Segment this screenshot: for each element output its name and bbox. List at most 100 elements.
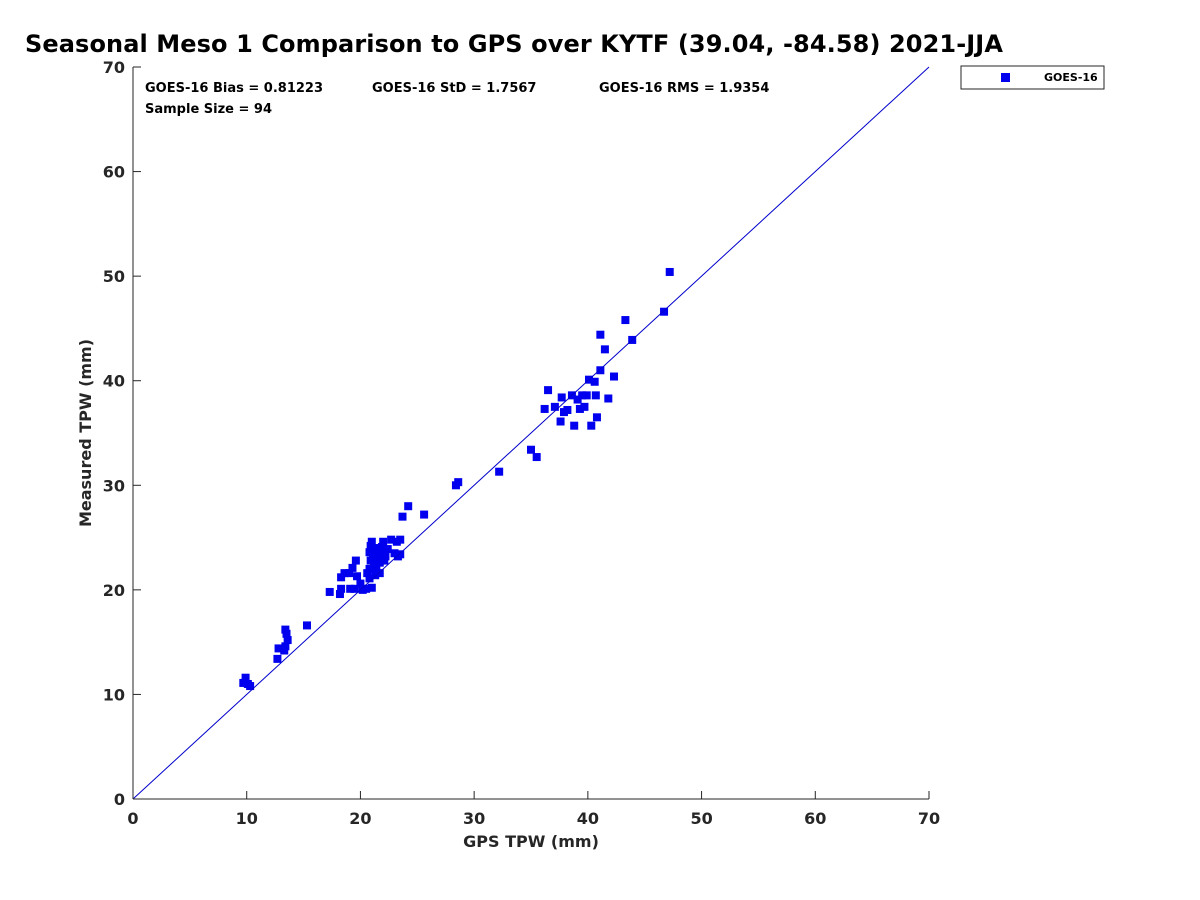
data-point-goes-16	[556, 417, 565, 426]
y-axis-ticks: 0 10 20 30 40 50 60 70	[103, 58, 141, 809]
data-point-goes-16	[575, 404, 584, 413]
data-point-goes-16	[596, 330, 605, 339]
legend-box	[960, 65, 1105, 90]
data-point-goes-16	[353, 572, 362, 581]
y-tick-label: 10	[103, 685, 125, 704]
data-point-goes-16	[587, 421, 596, 430]
data-point-goes-16	[281, 642, 290, 651]
data-point-goes-16	[540, 404, 549, 413]
x-axis-label: GPS TPW (mm)	[463, 832, 599, 851]
data-point-goes-16	[495, 467, 504, 476]
data-point-goes-16	[383, 545, 392, 554]
data-point-goes-16	[379, 537, 388, 546]
data-point-goes-16	[280, 646, 289, 655]
data-point-goes-16	[282, 629, 291, 638]
y-tick-label: 60	[103, 163, 125, 182]
data-point-goes-16	[604, 394, 613, 403]
data-point-goes-16	[239, 678, 248, 687]
data-point-goes-16	[590, 377, 599, 386]
one-to-one-line	[132, 66, 930, 800]
data-point-goes-16	[281, 625, 290, 634]
data-point-goes-16	[396, 550, 405, 559]
data-point-goes-16	[241, 673, 250, 682]
data-point-goes-16	[665, 267, 674, 276]
data-point-goes-16	[532, 453, 541, 462]
data-point-goes-16	[570, 421, 579, 430]
data-point-goes-16	[610, 372, 619, 381]
data-point-goes-16	[398, 512, 407, 521]
data-point-goes-16	[454, 478, 463, 487]
chart-title: Seasonal Meso 1 Comparison to GPS over K…	[25, 30, 1003, 58]
data-point-goes-16	[335, 590, 344, 599]
data-point-goes-16	[544, 386, 553, 395]
data-point-goes-16	[375, 558, 384, 567]
x-tick-label: 50	[690, 809, 712, 828]
data-point-goes-16	[274, 644, 283, 653]
y-tick-label: 30	[103, 476, 125, 495]
stat-bias: GOES-16 Bias = 0.81223	[145, 81, 323, 96]
x-tick-label: 30	[463, 809, 485, 828]
stat-std: GOES-16 StD = 1.7567	[372, 81, 536, 96]
data-point-goes-16	[345, 569, 354, 578]
y-tick-label: 70	[103, 58, 125, 77]
data-point-goes-16	[592, 413, 601, 422]
data-point-goes-16	[580, 402, 589, 411]
data-point-goes-16	[621, 316, 630, 325]
y-tick-label: 50	[103, 267, 125, 286]
data-point-goes-16	[527, 445, 535, 454]
stat-sample-size: Sample Size = 94	[145, 102, 272, 117]
axes	[132, 67, 929, 800]
data-point-goes-16	[380, 556, 389, 565]
data-point-goes-16	[387, 535, 396, 544]
legend: GOES-16	[960, 65, 1105, 90]
stat-rms: GOES-16 RMS = 1.9354	[599, 81, 769, 96]
data-point-goes-16	[372, 564, 381, 573]
data-point-goes-16	[366, 541, 375, 550]
x-tick-label: 70	[918, 809, 940, 828]
data-point-goes-16	[246, 682, 255, 691]
legend-label-goes16: GOES-16	[1044, 71, 1098, 84]
data-point-goes-16	[379, 548, 388, 557]
y-tick-label: 0	[114, 790, 125, 809]
data-point-goes-16	[573, 395, 582, 404]
data-point-goes-16	[356, 579, 365, 588]
x-tick-label: 10	[236, 809, 258, 828]
data-point-goes-16	[273, 654, 282, 663]
data-point-goes-16	[368, 553, 377, 562]
data-point-goes-16	[371, 571, 380, 580]
data-point-goes-16	[591, 391, 600, 400]
data-point-goes-16	[563, 405, 572, 414]
data-point-goes-16	[348, 563, 357, 572]
data-point-goes-16	[550, 402, 559, 411]
y-axis-label: Measured TPW (mm)	[76, 339, 95, 527]
legend-marker-goes16	[1001, 73, 1010, 82]
x-axis-ticks: 0 10 20 30 40 50 60 70	[127, 791, 940, 828]
y-tick-label: 40	[103, 372, 125, 391]
data-point-goes-16	[367, 583, 376, 592]
data-point-goes-16	[340, 569, 349, 578]
data-point-goes-16	[370, 560, 379, 569]
data-point-goes-16	[600, 345, 609, 354]
data-point-goes-16	[557, 393, 566, 402]
y-tick-label: 20	[103, 581, 125, 600]
data-point-goes-16	[362, 584, 371, 593]
data-point-goes-16	[381, 552, 390, 561]
data-point-goes-16	[337, 584, 346, 593]
data-point-goes-16	[325, 587, 334, 596]
data-point-goes-16	[578, 391, 587, 400]
data-point-goes-16	[375, 569, 384, 578]
data-points	[239, 267, 674, 691]
data-point-goes-16	[596, 366, 605, 375]
data-point-goes-16	[420, 510, 429, 519]
x-tick-label: 0	[127, 809, 138, 828]
data-point-goes-16	[365, 564, 374, 573]
data-point-goes-16	[365, 574, 374, 583]
data-point-goes-16	[302, 621, 311, 630]
data-point-goes-16	[337, 573, 346, 582]
data-point-goes-16	[378, 542, 387, 551]
data-point-goes-16	[660, 307, 669, 316]
data-point-goes-16	[351, 556, 360, 565]
data-point-goes-16	[396, 535, 405, 544]
x-tick-label: 40	[577, 809, 599, 828]
